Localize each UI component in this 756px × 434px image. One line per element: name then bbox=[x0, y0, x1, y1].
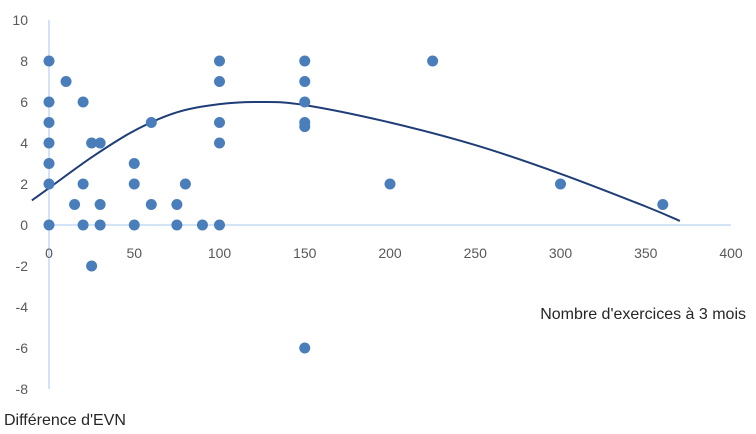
data-point bbox=[43, 137, 55, 149]
data-point bbox=[94, 199, 106, 210]
data-point bbox=[128, 219, 140, 231]
data-point bbox=[214, 219, 225, 231]
data-point bbox=[145, 199, 157, 210]
data-point bbox=[427, 55, 439, 67]
x-tick-label: 150 bbox=[293, 245, 317, 261]
x-axis: 0 50 100 150 200 250 300 350 400 bbox=[45, 224, 743, 261]
y-axis-title: Différence d'EVN bbox=[4, 412, 126, 429]
data-point bbox=[171, 199, 183, 210]
data-point bbox=[94, 137, 106, 149]
trendline-group bbox=[31, 100, 681, 222]
data-point bbox=[214, 55, 225, 67]
y-tick-label: 4 bbox=[20, 135, 28, 151]
data-point bbox=[299, 121, 311, 133]
data-point bbox=[69, 199, 81, 210]
x-tick-label: 400 bbox=[719, 245, 743, 261]
y-tick-label: -2 bbox=[16, 258, 29, 274]
data-point bbox=[179, 178, 191, 190]
data-point bbox=[77, 178, 89, 190]
data-point bbox=[60, 76, 72, 87]
x-tick-label: 300 bbox=[549, 245, 573, 261]
data-point bbox=[555, 178, 566, 190]
y-tick-label: 6 bbox=[20, 94, 28, 110]
data-point bbox=[299, 76, 311, 87]
data-point bbox=[384, 178, 396, 190]
y-axis: -8 -6 -4 -2 0 2 4 6 8 10 bbox=[12, 12, 50, 397]
data-point bbox=[86, 137, 98, 149]
x-axis-title: Nombre d'exercices à 3 mois bbox=[540, 306, 746, 323]
data-point bbox=[214, 137, 225, 149]
data-point bbox=[43, 117, 55, 128]
x-tick-label: 350 bbox=[634, 245, 658, 261]
data-point bbox=[94, 219, 106, 231]
data-point bbox=[214, 76, 225, 87]
data-point bbox=[43, 219, 55, 231]
data-point bbox=[128, 178, 140, 190]
y-tick-label: -8 bbox=[16, 381, 29, 397]
data-point bbox=[43, 55, 55, 67]
y-tick-label: -6 bbox=[16, 340, 29, 356]
data-point bbox=[657, 199, 669, 210]
x-tick-label: 250 bbox=[464, 245, 488, 261]
y-tick-label: 10 bbox=[12, 12, 28, 28]
x-tick-label: 200 bbox=[378, 245, 402, 261]
data-points bbox=[43, 55, 669, 354]
y-tick-label: 2 bbox=[20, 176, 28, 192]
data-point bbox=[77, 96, 89, 108]
data-point bbox=[43, 178, 55, 190]
y-tick-label: 0 bbox=[20, 217, 28, 233]
data-point bbox=[299, 342, 311, 354]
trendline bbox=[31, 100, 681, 222]
data-point bbox=[196, 219, 208, 231]
x-tick-label: 0 bbox=[45, 245, 53, 261]
data-point bbox=[145, 117, 157, 128]
x-tick-label: 50 bbox=[126, 245, 142, 261]
data-point bbox=[214, 117, 225, 128]
data-point bbox=[128, 158, 140, 169]
data-point bbox=[43, 158, 55, 169]
data-point bbox=[77, 219, 89, 231]
data-point bbox=[299, 55, 311, 67]
y-tick-label: 8 bbox=[20, 53, 28, 69]
data-point bbox=[86, 260, 98, 272]
y-tick-label: -4 bbox=[16, 299, 29, 315]
x-tick-label: 100 bbox=[208, 245, 232, 261]
data-point bbox=[43, 96, 55, 108]
data-point bbox=[299, 96, 311, 108]
data-point bbox=[171, 219, 183, 231]
